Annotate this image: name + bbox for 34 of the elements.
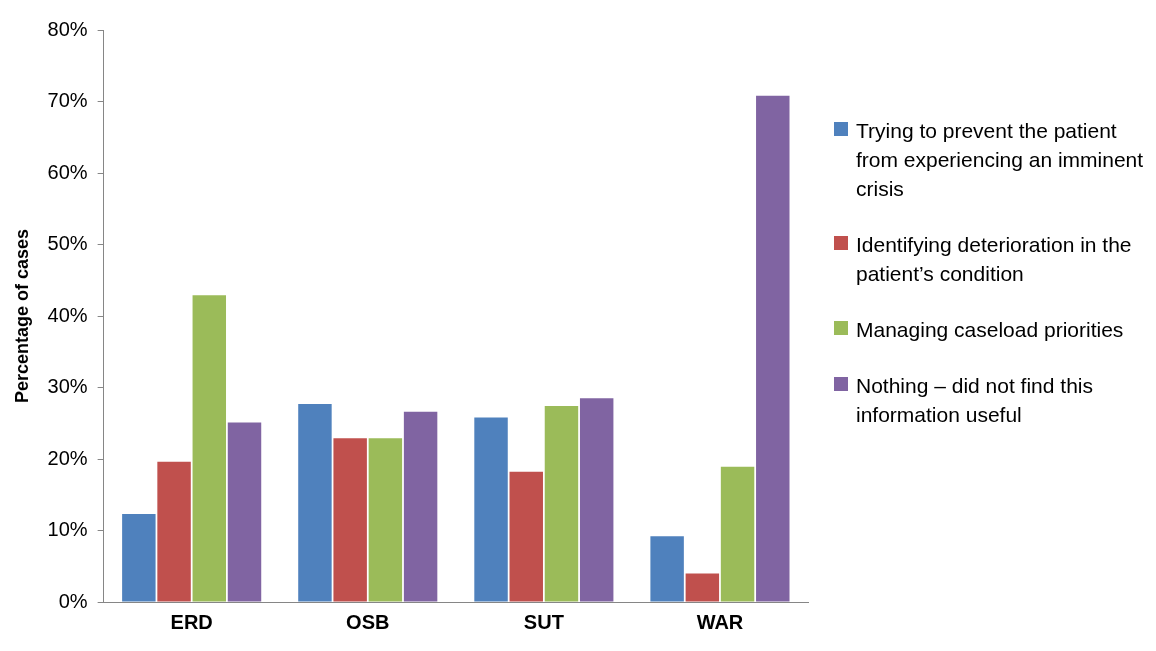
- bar: [122, 514, 156, 602]
- y-axis-title: Percentage of cases: [11, 228, 32, 404]
- bar: [685, 573, 720, 602]
- bar: [474, 417, 508, 602]
- legend-label: Identifying deterioration in the patient’s condition: [856, 232, 1133, 287]
- bar: [192, 295, 227, 602]
- y-tick-label: 80%: [47, 17, 88, 40]
- y-tick-label: 50%: [47, 232, 88, 255]
- bar: [544, 406, 579, 602]
- bar: [650, 536, 684, 602]
- legend-label: Trying to prevent the patient from experiencing an imminent crisis: [856, 118, 1145, 202]
- bar: [157, 461, 191, 602]
- bar: [579, 398, 614, 602]
- bar: [333, 438, 367, 602]
- y-tick-label: 40%: [47, 303, 88, 326]
- y-tick-label: 0%: [58, 589, 88, 612]
- bar: [298, 403, 332, 602]
- y-tick-label: 20%: [47, 446, 88, 469]
- x-tick-label: WAR: [696, 610, 744, 633]
- bar: [509, 471, 543, 602]
- y-tick-label: 30%: [47, 375, 88, 398]
- y-tick-label: 60%: [47, 160, 88, 183]
- bar: [368, 438, 403, 602]
- bar: [720, 466, 755, 602]
- bar: [403, 411, 438, 602]
- legend-label: Nothing – did not find this information useful: [856, 373, 1094, 428]
- y-tick-label: 70%: [47, 89, 88, 112]
- x-tick-label: ERD: [170, 610, 213, 633]
- x-tick-label: SUT: [523, 610, 564, 633]
- x-tick-label: OSB: [346, 610, 390, 633]
- y-tick-label: 10%: [47, 518, 88, 541]
- legend-label: Managing caseload priorities: [856, 317, 1124, 343]
- bar: [756, 95, 790, 602]
- bar: [227, 422, 262, 602]
